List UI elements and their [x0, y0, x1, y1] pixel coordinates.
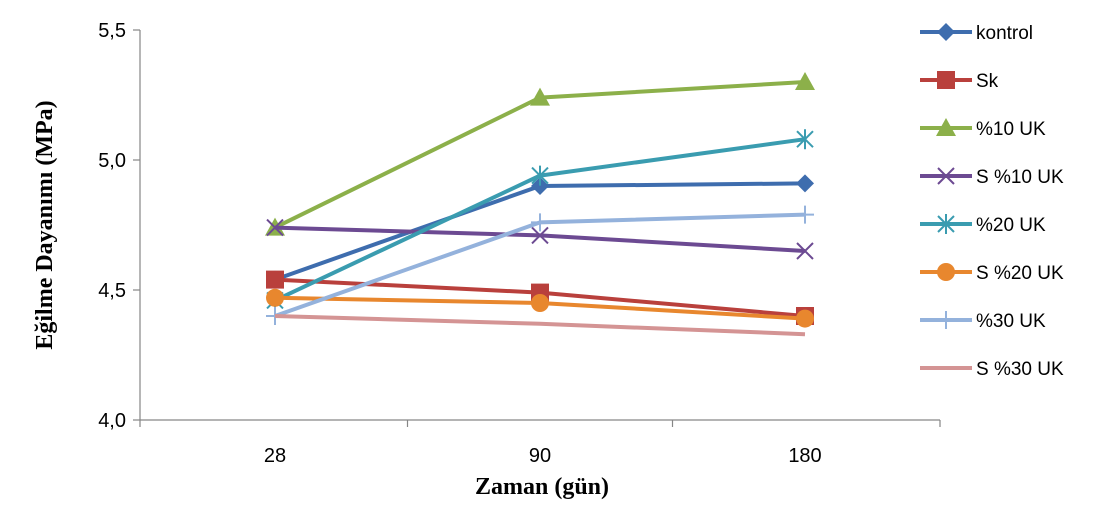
data-point	[796, 205, 814, 224]
x-tick-label: 28	[264, 445, 286, 467]
y-axis-title: Eğilme Dayanımı (MPa)	[32, 100, 58, 349]
legend-label: %20 UK	[976, 215, 1046, 236]
data-point	[266, 218, 284, 237]
legend-marker	[937, 167, 955, 185]
legend-item: Sk	[920, 71, 999, 92]
legend-label: S %10 UK	[976, 167, 1064, 188]
legend-label: kontrol	[976, 23, 1033, 44]
x-tick-labels: 28 90 180	[139, 420, 941, 467]
legend-item: kontrol	[920, 23, 1033, 44]
series-7	[274, 314, 806, 337]
y-tick-label: 5,5	[98, 20, 126, 42]
series-2	[265, 72, 815, 236]
data-point	[530, 87, 550, 106]
data-point	[796, 309, 814, 328]
data-point	[531, 226, 549, 245]
legend-item: S %30 UK	[920, 359, 1064, 380]
x-tick-label: 90	[529, 445, 551, 467]
legend-marker	[936, 118, 956, 136]
legend-label: S %30 UK	[976, 359, 1064, 380]
x-axis-title: Zaman (gün)	[475, 474, 609, 500]
axes	[139, 30, 940, 421]
legend-item: S %20 UK	[920, 263, 1064, 284]
legend-marker	[937, 311, 955, 329]
legend-item: S %10 UK	[920, 167, 1064, 188]
y-tick-label: 4,5	[98, 280, 126, 302]
data-point	[531, 294, 549, 312]
legend-marker	[937, 71, 955, 89]
legend-label: %10 UK	[976, 119, 1046, 140]
y-tick-label: 5,0	[98, 150, 126, 172]
legend: kontrol Sk %10 UK S %10 UK %20 UK S %20 UK %30…	[920, 23, 1064, 380]
legend-marker	[937, 23, 955, 41]
series-lines	[265, 72, 815, 337]
data-point	[795, 72, 815, 90]
legend-label: Sk	[976, 71, 999, 92]
data-point	[531, 213, 549, 232]
data-point	[796, 129, 814, 150]
y-tick-label: 4,0	[98, 410, 126, 432]
y-tick-labels: 4,0 4,5 5,0 5,5	[98, 20, 140, 432]
series-line	[274, 314, 806, 337]
legend-item: %10 UK	[920, 118, 1046, 140]
x-tick-label: 180	[788, 445, 821, 467]
legend-label: %30 UK	[976, 311, 1046, 332]
data-point	[266, 288, 284, 307]
series-5	[266, 288, 814, 328]
legend-item: %20 UK	[920, 214, 1046, 236]
data-point	[266, 270, 284, 289]
legend-label: S %20 UK	[976, 263, 1064, 284]
data-point	[796, 174, 814, 193]
data-point	[531, 165, 549, 186]
legend-item: %30 UK	[920, 311, 1046, 332]
legend-marker	[937, 214, 955, 234]
series-3	[266, 218, 814, 260]
legend-marker	[937, 263, 955, 281]
data-point	[796, 242, 814, 260]
